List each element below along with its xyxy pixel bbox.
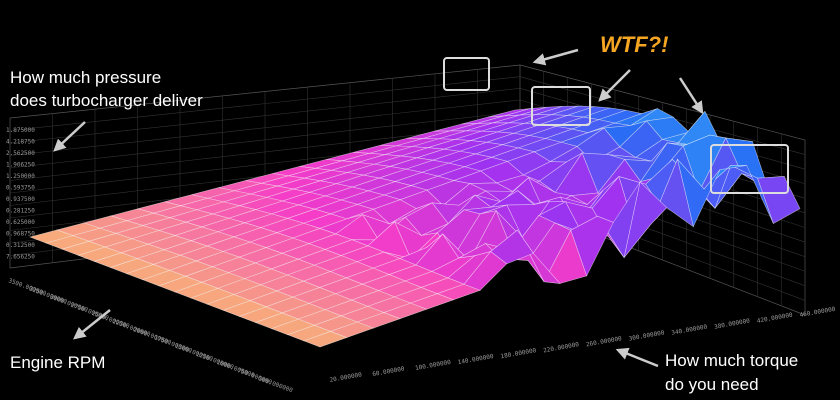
arrow	[615, 347, 659, 368]
arrow	[532, 48, 579, 66]
highlight-box	[443, 57, 490, 91]
highlight-box	[710, 144, 789, 194]
left-tick-label: 1.906250	[6, 162, 35, 169]
surface-cell	[303, 331, 348, 348]
annotation: does turbocharger deliver	[10, 91, 203, 110]
arrow	[678, 77, 704, 115]
annotation: How much pressure	[10, 68, 161, 87]
left-tick-label: 7.656250	[6, 254, 35, 261]
arrow	[73, 309, 111, 340]
arrow	[53, 121, 86, 152]
left-tick-label: 4.218750	[6, 139, 35, 146]
left-tick-label: 1.250000	[6, 173, 35, 180]
highlight-box	[531, 86, 591, 126]
left-tick-label: 0.937500	[6, 196, 35, 203]
annotation: How much torque	[665, 351, 798, 370]
left-tick-label: 0.281250	[6, 208, 35, 215]
left-tick-label: 1.875000	[6, 127, 35, 134]
left-tick-label: 2.562500	[6, 150, 35, 157]
annotation: do you need	[665, 375, 759, 394]
annotation-wtf: WTF?!	[600, 32, 668, 57]
surface-mesh	[29, 105, 801, 348]
arrow	[598, 69, 631, 102]
left-tick-label: 0.593750	[6, 185, 35, 192]
highlight-boxes	[443, 57, 789, 194]
left-tick-label: 0.312500	[6, 242, 35, 249]
left-tick-label: 0.625000	[6, 219, 35, 226]
arrows	[53, 48, 704, 368]
left-tick-label: 0.968750	[6, 231, 35, 238]
annotation: Engine RPM	[10, 353, 105, 372]
